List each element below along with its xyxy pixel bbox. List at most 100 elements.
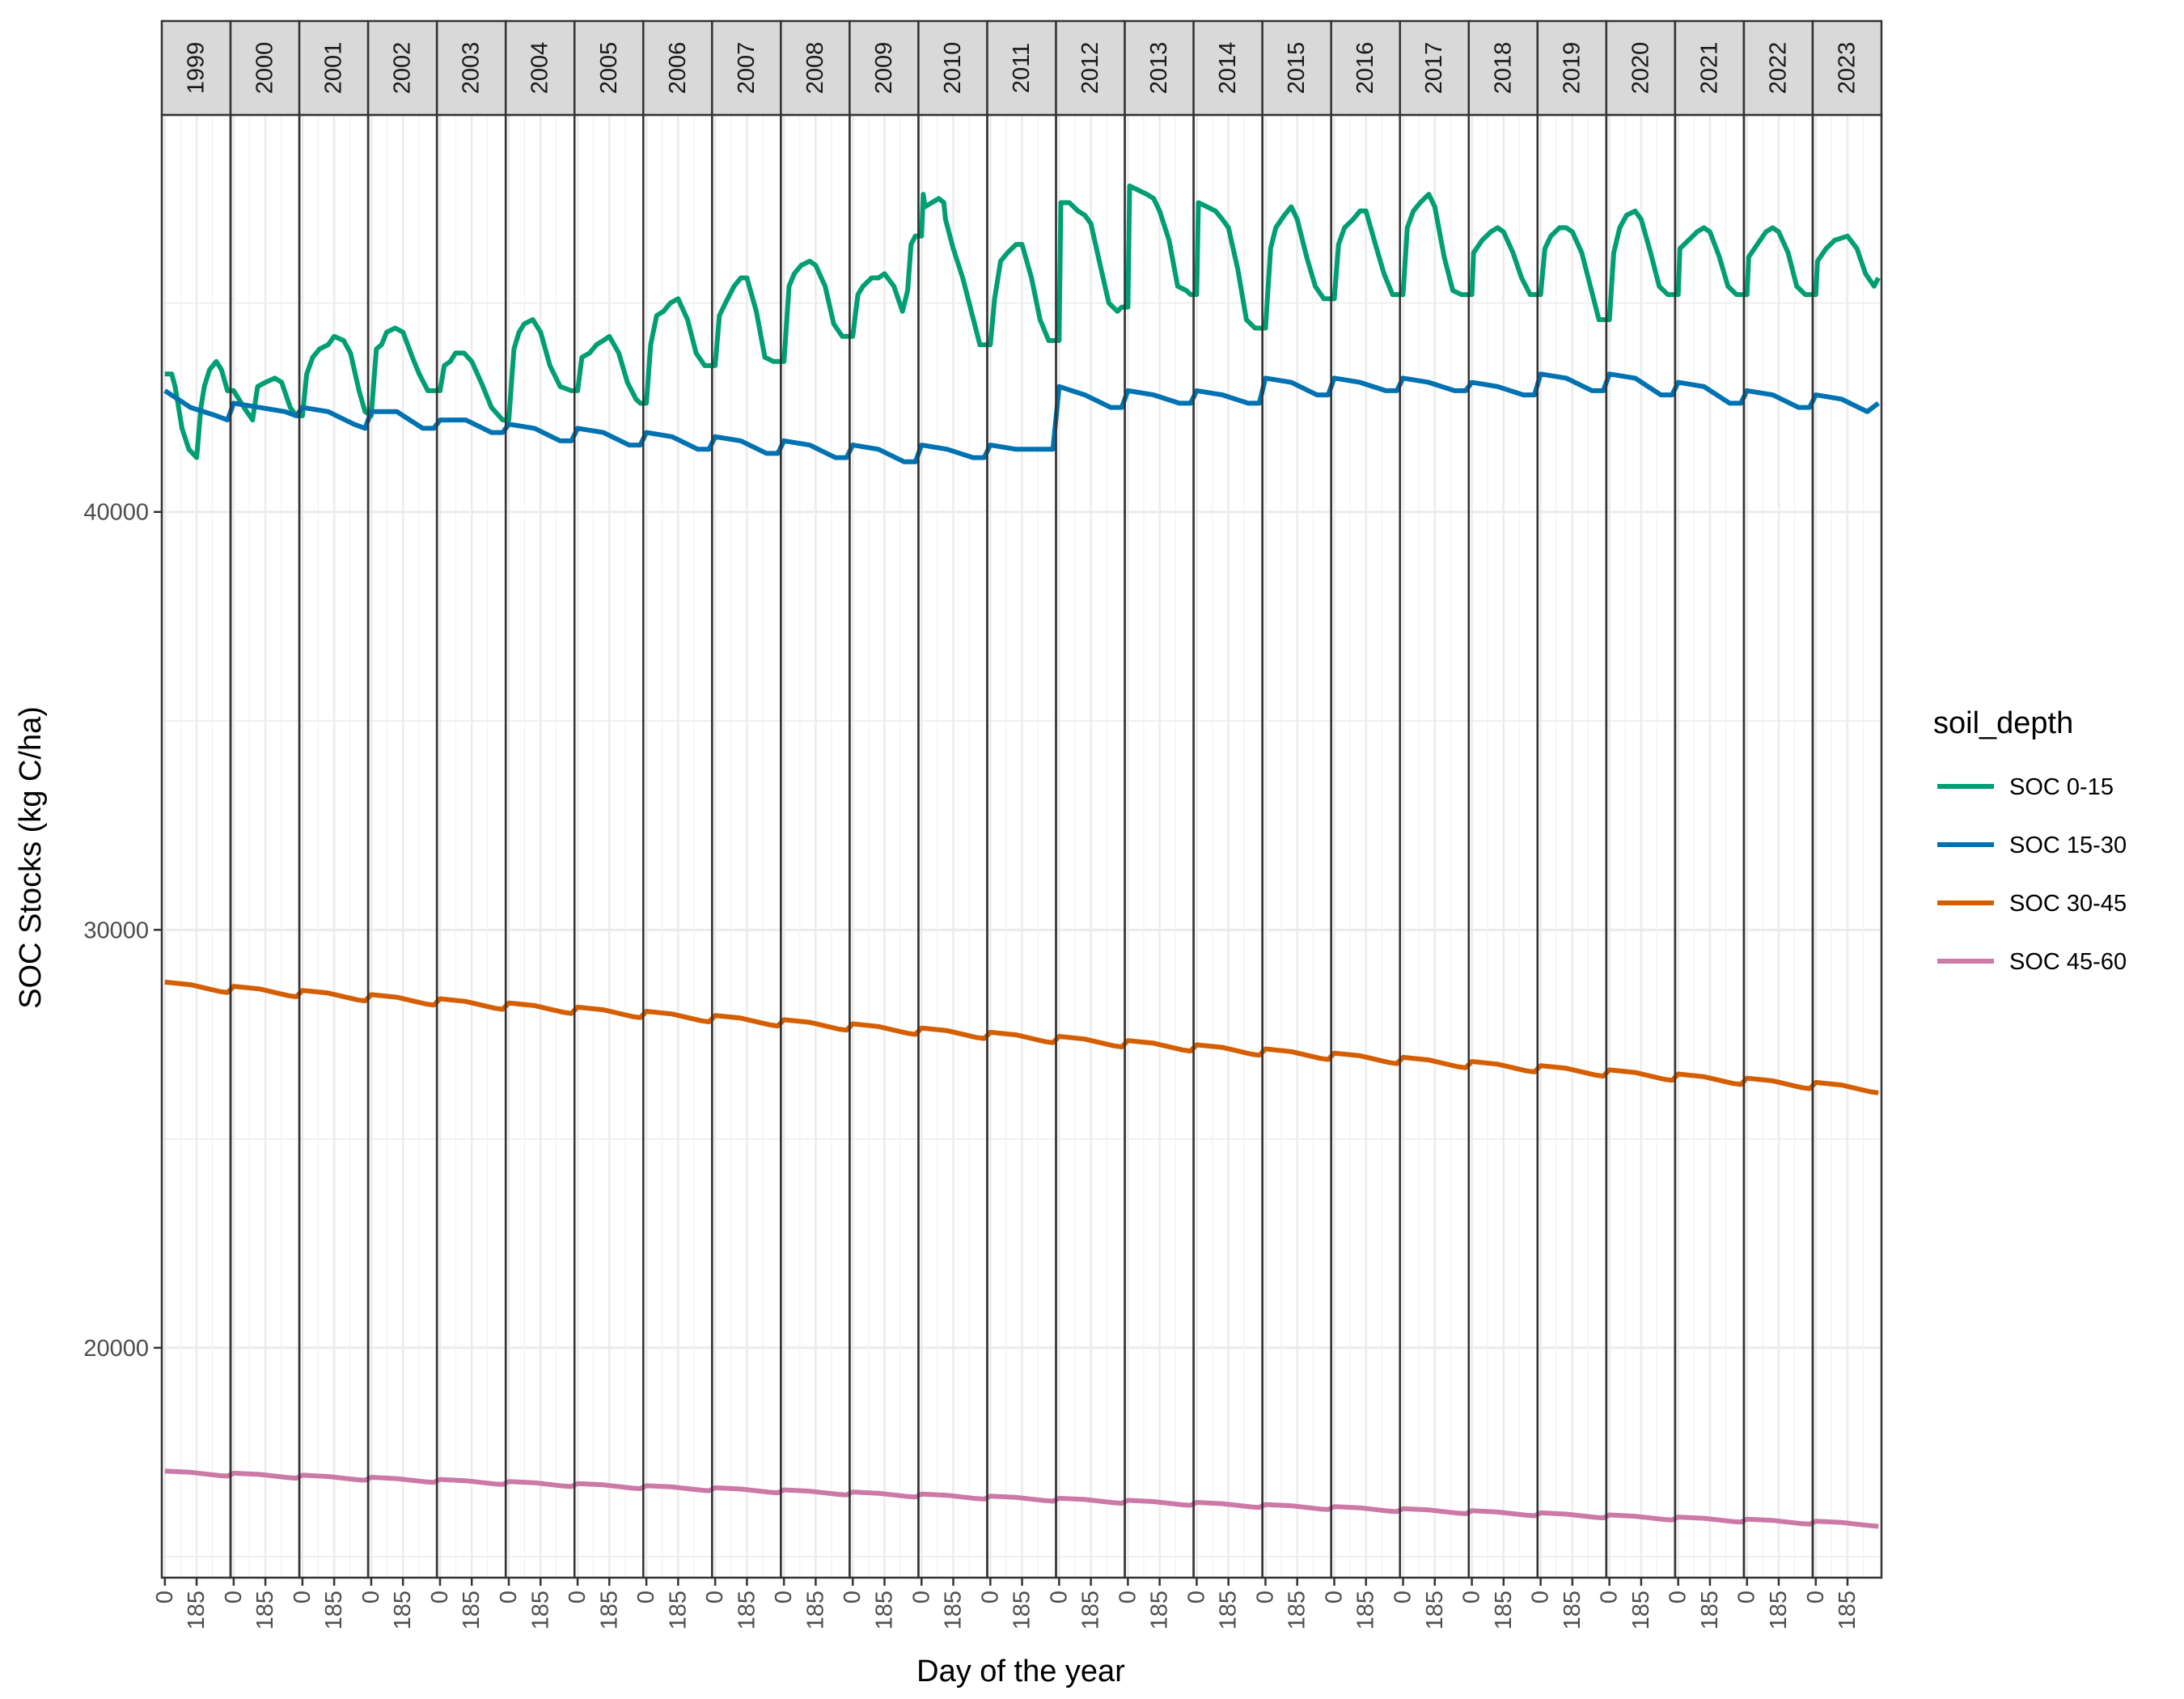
x-tick-label: 0 — [771, 1591, 797, 1604]
legend: soil_depth SOC 0-15 SOC 15-30 SOC 30-45 SOC … — [1933, 706, 2127, 975]
facet-strip-label: 2007 — [734, 42, 760, 95]
facet-strip-label: 2000 — [252, 42, 278, 95]
facet-strip-label: 2023 — [1834, 42, 1860, 95]
y-tick-label: 20000 — [83, 1336, 149, 1362]
y-tick-label: 40000 — [83, 500, 149, 526]
facet-strip — [642, 19, 713, 117]
x-tick-label: 185 — [596, 1591, 622, 1629]
facet-strip — [229, 19, 301, 117]
x-tick-label: 0 — [496, 1591, 522, 1604]
x-tick-label: 0 — [1803, 1591, 1829, 1604]
facet-strip-label: 2018 — [1490, 42, 1516, 95]
y-tick-label: 30000 — [83, 917, 149, 943]
x-tick-label: 0 — [221, 1591, 247, 1604]
facet-strip — [1261, 19, 1332, 117]
facet-strip — [573, 19, 645, 117]
facet-strip-label: 2006 — [665, 42, 691, 95]
facet-strip-label: 2014 — [1215, 42, 1241, 95]
x-tick-label: 185 — [1147, 1591, 1173, 1629]
strip-layer: 1999 2000 2001 2002 2003 2004 2005 2006 2007 2008… — [160, 19, 1883, 117]
x-tick-label: 185 — [1697, 1591, 1723, 1629]
facet-strip — [849, 19, 920, 117]
x-tick-label: 185 — [1216, 1591, 1242, 1629]
facet-strip-label: 2012 — [1077, 42, 1103, 95]
facet-strip-label: 2005 — [596, 42, 622, 95]
x-tick-label: 185 — [252, 1591, 278, 1629]
facet-strip-label: 2009 — [871, 42, 897, 95]
x-tick-label: 185 — [1560, 1591, 1585, 1629]
x-tick-label: 0 — [633, 1591, 659, 1604]
series-line-4 — [164, 1468, 1879, 1529]
facet-strip — [1742, 19, 1814, 117]
x-axis: 0 185 0 185 0 185 0 185 0 185 0 185 0 185 0 185 0 185 0 185… — [152, 1578, 1860, 1629]
x-tick-label: 185 — [1835, 1591, 1860, 1629]
x-tick-label: 0 — [1183, 1591, 1209, 1604]
x-tick-label: 185 — [459, 1591, 485, 1629]
y-axis: 20000 30000 40000 — [83, 500, 162, 1362]
series-line-1 — [164, 183, 1881, 460]
facet-strip — [986, 19, 1057, 117]
legend-label: SOC 15-30 — [2009, 833, 2127, 858]
x-tick-label: 0 — [1459, 1591, 1485, 1604]
x-tick-label: 185 — [940, 1591, 966, 1629]
x-tick-label: 0 — [290, 1591, 315, 1604]
x-tick-label: 0 — [152, 1591, 178, 1604]
facet-strip-label: 2022 — [1765, 42, 1791, 95]
x-tick-label: 185 — [1009, 1591, 1035, 1629]
series-line-3 — [164, 979, 1879, 1095]
x-tick-label: 0 — [1734, 1591, 1760, 1604]
x-tick-label: 0 — [1666, 1591, 1691, 1604]
facet-strip-label: 1999 — [184, 42, 210, 95]
x-tick-label: 0 — [702, 1591, 728, 1604]
facet-strip — [1330, 19, 1401, 117]
x-tick-label: 0 — [1252, 1591, 1278, 1604]
x-tick-label: 0 — [358, 1591, 384, 1604]
x-tick-label: 0 — [977, 1591, 1003, 1604]
facet-strip-label: 2002 — [390, 42, 416, 95]
x-tick-label: 0 — [908, 1591, 934, 1604]
series-line-2 — [163, 371, 1881, 464]
x-tick-label: 185 — [184, 1591, 210, 1629]
facet-strip — [1674, 19, 1746, 117]
x-tick-label: 185 — [871, 1591, 897, 1629]
x-tick-label: 185 — [1766, 1591, 1792, 1629]
x-tick-label: 0 — [1115, 1591, 1141, 1604]
facet-strip — [1467, 19, 1539, 117]
x-tick-label: 0 — [1046, 1591, 1072, 1604]
x-tick-label: 0 — [1322, 1591, 1348, 1604]
facet-strip — [1536, 19, 1608, 117]
x-tick-label: 185 — [734, 1591, 760, 1629]
facet-strip-label: 2003 — [459, 42, 485, 95]
x-tick-label: 185 — [1422, 1591, 1448, 1629]
facet-strip-label: 2011 — [1009, 43, 1035, 93]
x-tick-label: 185 — [1353, 1591, 1379, 1629]
data-layer — [163, 183, 1881, 1529]
x-tick-label: 185 — [390, 1591, 416, 1629]
facet-strip — [1192, 19, 1263, 117]
x-tick-label: 0 — [1390, 1591, 1416, 1604]
facet-strip — [366, 19, 438, 117]
x-tick-label: 0 — [427, 1591, 453, 1604]
facet-strip-label: 2008 — [802, 42, 828, 95]
x-tick-label: 0 — [840, 1591, 866, 1604]
grid-layer — [162, 115, 1881, 1578]
legend-label: SOC 30-45 — [2009, 891, 2127, 917]
facet-strip — [711, 19, 782, 117]
x-tick-label: 0 — [565, 1591, 590, 1604]
facet-strip-label: 2015 — [1284, 42, 1310, 95]
facet-strip-label: 2013 — [1146, 42, 1172, 95]
x-tick-label: 0 — [1528, 1591, 1554, 1604]
facet-strip-label: 2019 — [1559, 42, 1585, 95]
x-tick-label: 185 — [321, 1591, 347, 1629]
x-tick-label: 185 — [527, 1591, 553, 1629]
facet-strip-label: 2021 — [1696, 42, 1722, 95]
legend-label: SOC 0-15 — [2009, 774, 2114, 800]
x-tick-label: 185 — [1285, 1591, 1310, 1629]
facet-strip-label: 2016 — [1352, 42, 1378, 95]
x-tick-label: 185 — [1628, 1591, 1654, 1629]
facet-strip — [1811, 19, 1883, 117]
x-tick-label: 185 — [802, 1591, 828, 1629]
facet-strip-label: 2001 — [321, 42, 347, 95]
